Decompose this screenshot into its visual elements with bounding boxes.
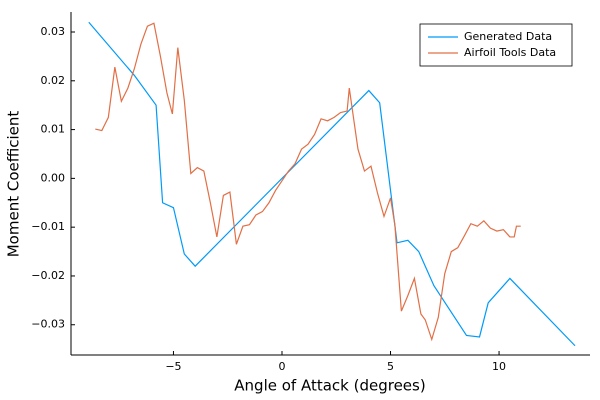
x-tick-label: 0 (278, 360, 285, 373)
y-tick-label: −0.02 (31, 269, 65, 282)
y-tick-label: 0.01 (41, 123, 66, 136)
legend-label: Airfoil Tools Data (464, 46, 556, 59)
y-tick-label: −0.01 (31, 220, 65, 233)
y-tick-label: 0.03 (41, 25, 66, 38)
series-line (95, 22, 521, 342)
y-axis-label: Moment Coefficient (5, 111, 23, 258)
x-tick-label: 10 (492, 360, 506, 373)
legend-label: Generated Data (464, 30, 552, 43)
y-tick-label: 0.00 (41, 171, 66, 184)
x-tick-label: 5 (387, 360, 394, 373)
y-tick-label: −0.03 (31, 318, 65, 331)
x-tick-label: −5 (165, 360, 181, 373)
x-axis-label: Angle of Attack (degrees) (234, 377, 425, 395)
legend-box (419, 23, 573, 67)
series-line (88, 21, 576, 347)
y-tick-label: 0.02 (41, 74, 66, 87)
